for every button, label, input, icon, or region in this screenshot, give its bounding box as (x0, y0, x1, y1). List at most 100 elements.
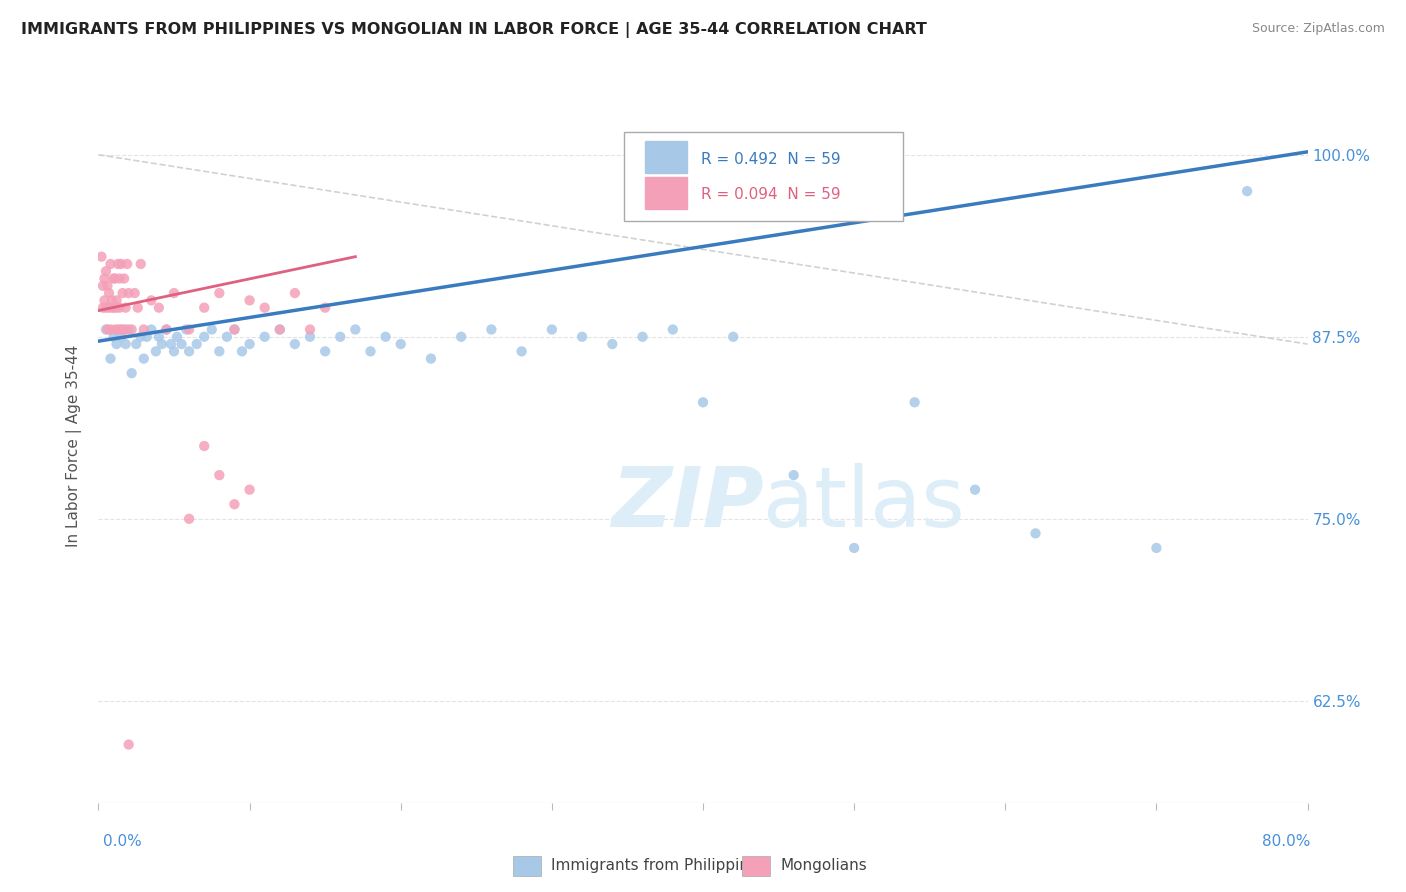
Point (314, 301, 336, 315)
Point (224, 497, 246, 511)
Point (105, 301, 128, 315)
Point (420, 351, 443, 366)
Point (121, 322, 143, 336)
Point (481, 322, 503, 336)
Point (107, 257, 129, 271)
Text: 0.0%: 0.0% (103, 834, 142, 849)
Point (186, 337, 208, 351)
Point (269, 322, 291, 336)
Point (314, 344, 336, 359)
Point (114, 301, 136, 315)
Point (571, 330, 593, 344)
Point (93, 293, 115, 308)
Point (193, 330, 215, 344)
Point (150, 337, 173, 351)
Point (118, 738, 141, 752)
Point (239, 293, 262, 308)
Text: Mongolians: Mongolians (780, 858, 868, 872)
Point (94, 264, 117, 278)
Point (127, 301, 149, 315)
Point (108, 271, 131, 285)
FancyBboxPatch shape (645, 177, 688, 209)
Point (269, 322, 291, 336)
Point (299, 330, 322, 344)
FancyBboxPatch shape (624, 132, 903, 221)
Point (602, 337, 624, 351)
Point (239, 337, 262, 351)
Point (662, 322, 685, 336)
Point (148, 330, 170, 344)
Point (114, 322, 136, 336)
Point (510, 344, 533, 359)
Point (723, 330, 745, 344)
Point (108, 301, 131, 315)
Y-axis label: In Labor Force | Age 35-44: In Labor Force | Age 35-44 (66, 345, 83, 547)
Text: Immigrants from Philippines: Immigrants from Philippines (551, 858, 766, 872)
Point (104, 271, 127, 285)
Point (121, 366, 143, 380)
Point (155, 322, 177, 336)
Point (179, 322, 201, 336)
Point (239, 483, 262, 497)
Point (299, 322, 322, 336)
Point (141, 322, 163, 336)
Point (253, 301, 276, 315)
Point (170, 337, 193, 351)
Point (96, 322, 118, 336)
Point (105, 337, 128, 351)
Point (98, 286, 121, 301)
Point (101, 293, 124, 308)
Point (118, 322, 141, 336)
Point (115, 257, 138, 271)
Text: atlas: atlas (763, 463, 965, 543)
Point (155, 322, 177, 336)
Point (329, 330, 352, 344)
Point (208, 468, 231, 483)
Point (193, 301, 215, 315)
Point (450, 330, 472, 344)
Point (215, 330, 238, 344)
Point (111, 322, 134, 336)
Point (631, 330, 654, 344)
Point (114, 337, 136, 351)
Point (783, 468, 806, 483)
Point (193, 439, 215, 453)
Point (110, 322, 132, 336)
Point (224, 322, 246, 336)
Text: R = 0.492  N = 59: R = 0.492 N = 59 (700, 152, 841, 167)
Point (101, 301, 124, 315)
Point (125, 337, 148, 351)
Point (91, 278, 114, 293)
Point (1236, 184, 1258, 198)
Point (129, 330, 152, 344)
Point (90, 250, 112, 264)
Point (105, 293, 128, 308)
Point (166, 330, 188, 344)
Point (91, 301, 114, 315)
Point (135, 330, 157, 344)
Point (132, 351, 155, 366)
Point (965, 483, 987, 497)
FancyBboxPatch shape (645, 141, 688, 173)
Point (94, 322, 117, 336)
Point (107, 322, 129, 336)
Point (904, 395, 927, 409)
Point (103, 330, 125, 344)
Point (103, 271, 125, 285)
Point (360, 344, 382, 359)
Point (179, 344, 201, 359)
Point (231, 344, 253, 359)
Point (1024, 526, 1046, 541)
Point (110, 257, 132, 271)
Point (163, 286, 186, 301)
Point (93, 271, 115, 285)
Point (96, 278, 118, 293)
Point (112, 271, 135, 285)
Point (179, 512, 201, 526)
Point (98, 301, 121, 315)
Point (224, 322, 246, 336)
Text: 80.0%: 80.0% (1263, 834, 1310, 849)
Point (132, 322, 155, 336)
Point (284, 337, 307, 351)
Point (208, 286, 231, 301)
